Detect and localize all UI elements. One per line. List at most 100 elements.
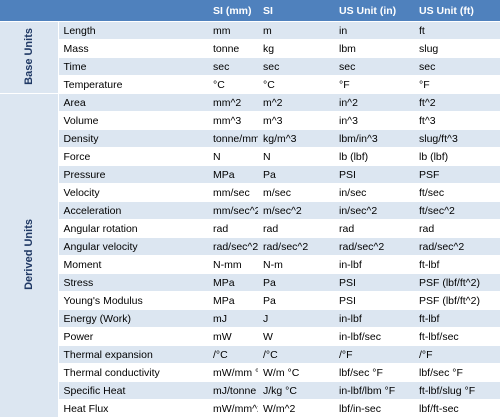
quantity-name: Mass bbox=[58, 39, 208, 58]
unit-cell: rad bbox=[414, 219, 500, 238]
table-row: Moment N-mm N-m in-lbf ft-lbf bbox=[0, 255, 500, 274]
table-row: Acceleration mm/sec^2 m/sec^2 in/sec^2 ft/se… bbox=[0, 201, 500, 220]
unit-cell: MPa bbox=[208, 273, 258, 292]
quantity-name: Volume bbox=[58, 111, 208, 130]
table-row: Angular rotation rad rad rad rad bbox=[0, 219, 500, 238]
quantity-name: Angular rotation bbox=[58, 219, 208, 238]
unit-cell: lb (lbf) bbox=[334, 147, 414, 166]
unit-cell: /°C bbox=[258, 345, 334, 364]
unit-cell: rad bbox=[208, 219, 258, 238]
unit-cell: ft/sec^2 bbox=[414, 201, 500, 220]
quantity-name: Thermal conductivity bbox=[58, 363, 208, 382]
unit-cell: PSI bbox=[334, 273, 414, 292]
unit-cell: in/sec bbox=[334, 183, 414, 202]
unit-cell: sec bbox=[258, 57, 334, 76]
quantity-name: Temperature bbox=[58, 75, 208, 94]
unit-cell: ft/sec bbox=[414, 183, 500, 202]
quantity-name: Specific Heat bbox=[58, 381, 208, 400]
quantity-name: Angular velocity bbox=[58, 237, 208, 256]
unit-cell: W/m^2 bbox=[258, 399, 334, 418]
unit-cell: m^3 bbox=[258, 111, 334, 130]
unit-cell: lbf/sec °F bbox=[414, 363, 500, 382]
unit-cell: mJ bbox=[208, 309, 258, 328]
unit-cell: Pa bbox=[258, 165, 334, 184]
column-header: SI bbox=[258, 0, 334, 22]
header-corner bbox=[0, 0, 58, 22]
unit-cell: mm/sec bbox=[208, 183, 258, 202]
unit-cell: mm^3 bbox=[208, 111, 258, 130]
unit-cell: /°F bbox=[334, 345, 414, 364]
quantity-name: Heat Flux bbox=[58, 399, 208, 418]
unit-cell: ft-lbf/sec bbox=[414, 327, 500, 346]
column-header: SI (mm) bbox=[208, 0, 258, 22]
table-row: Thermal expansion/°C/°C/°F/°F bbox=[0, 345, 500, 364]
unit-cell: mm^2 bbox=[208, 93, 258, 112]
unit-cell: °F bbox=[334, 75, 414, 94]
unit-cell: slug/ft^3 bbox=[414, 129, 500, 148]
unit-cell: lb (lbf) bbox=[414, 147, 500, 166]
unit-cell: rad/sec^2 bbox=[258, 237, 334, 256]
quantity-name: Force bbox=[58, 147, 208, 166]
unit-cell: N-mm bbox=[208, 255, 258, 274]
unit-cell: in^2 bbox=[334, 93, 414, 112]
unit-cell: lbm/in^3 bbox=[334, 129, 414, 148]
quantity-name: Thermal expansion bbox=[58, 345, 208, 364]
unit-cell: N bbox=[258, 147, 334, 166]
unit-cell: ft-lbf bbox=[414, 255, 500, 274]
table-row: Stress MPa Pa PSI PSF (lbf/ft^2) bbox=[0, 273, 500, 292]
unit-cell: ft-lbf/slug °F bbox=[414, 381, 500, 400]
unit-cell: W/m °C bbox=[258, 363, 334, 382]
unit-cell: mW bbox=[208, 327, 258, 346]
unit-cell: in-lbf/sec bbox=[334, 327, 414, 346]
unit-cell: Pa bbox=[258, 291, 334, 310]
unit-cell: in^3 bbox=[334, 111, 414, 130]
unit-cell: rad bbox=[334, 219, 414, 238]
table-row: Angular velocity rad/sec^2 rad/sec^2 rad/se… bbox=[0, 237, 500, 256]
unit-cell: kg/m^3 bbox=[258, 129, 334, 148]
unit-cell: rad bbox=[258, 219, 334, 238]
table-row: Young's Modulus MPa Pa PSI PSF (lbf/ft^2) bbox=[0, 291, 500, 310]
unit-cell: /°C bbox=[208, 345, 258, 364]
quantity-name: Length bbox=[58, 21, 208, 40]
quantity-name: Density bbox=[58, 129, 208, 148]
quantity-name: Pressure bbox=[58, 165, 208, 184]
group-label: Base Units bbox=[22, 27, 35, 85]
unit-cell: lbf/ft-sec bbox=[414, 399, 500, 418]
table-row: Base Units Length mm m in ft bbox=[0, 21, 500, 94]
table-body: Base Units Length mm m in ft Mass tonne kg lbm slu… bbox=[0, 21, 500, 418]
unit-cell: rad/sec^2 bbox=[208, 237, 258, 256]
unit-cell: °C bbox=[208, 75, 258, 94]
unit-cell: PSF bbox=[414, 165, 500, 184]
table-row: Time sec sec sec sec bbox=[0, 57, 500, 76]
unit-cell: /°F bbox=[414, 345, 500, 364]
unit-cell: slug bbox=[414, 39, 500, 58]
unit-cell: MPa bbox=[208, 291, 258, 310]
unit-cell: kg bbox=[258, 39, 334, 58]
quantity-name: Energy (Work) bbox=[58, 309, 208, 328]
unit-cell: mW/mm^2 bbox=[208, 399, 258, 418]
table-row: Heat Flux mW/mm^2 W/m^2 lbf/in-sec lbf/ft-se… bbox=[0, 399, 500, 418]
unit-cell: rad/sec^2 bbox=[334, 237, 414, 256]
unit-cell: PSI bbox=[334, 165, 414, 184]
quantity-name: Power bbox=[58, 327, 208, 346]
unit-cell: MPa bbox=[208, 165, 258, 184]
unit-cell: m/sec^2 bbox=[258, 201, 334, 220]
header-corner bbox=[58, 0, 208, 22]
group-cell: Base Units bbox=[0, 21, 59, 94]
unit-cell: tonne/mm^3 bbox=[208, 129, 258, 148]
unit-cell: m bbox=[258, 21, 334, 40]
quantity-name: Young's Modulus bbox=[58, 291, 208, 310]
column-header: US Unit (ft) bbox=[414, 0, 500, 22]
table-row: Velocity mm/sec m/sec in/sec ft/sec bbox=[0, 183, 500, 202]
group-cell: Derived Units bbox=[0, 93, 59, 418]
unit-cell: in/sec^2 bbox=[334, 201, 414, 220]
unit-cell: W bbox=[258, 327, 334, 346]
quantity-name: Stress bbox=[58, 273, 208, 292]
unit-cell: sec bbox=[414, 57, 500, 76]
unit-cell: in-lbf bbox=[334, 255, 414, 274]
